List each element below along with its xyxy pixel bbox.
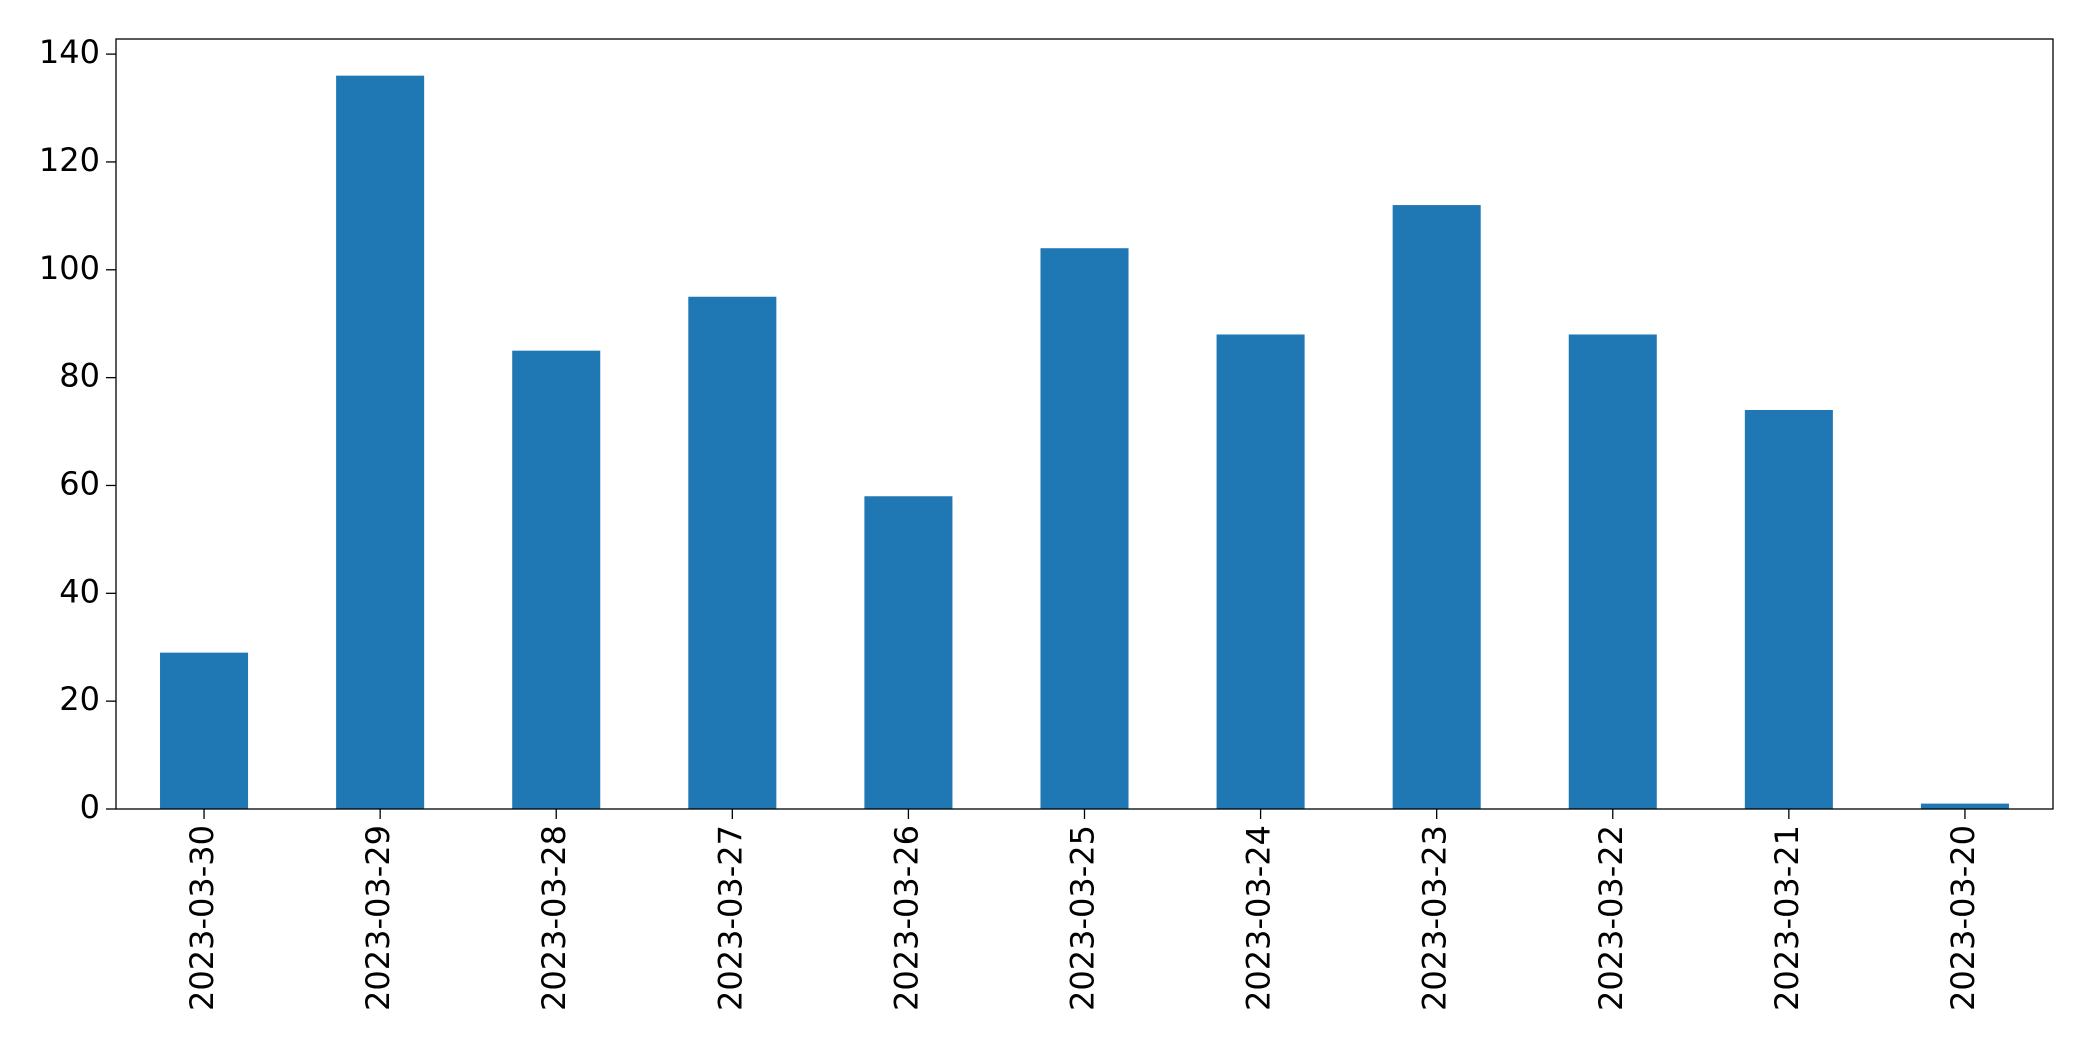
x-tick-label: 2023-03-24	[1240, 825, 1278, 1011]
x-tick-label: 2023-03-25	[1064, 825, 1102, 1011]
x-tick-label: 2023-03-30	[183, 825, 221, 1011]
x-tick-label: 2023-03-22	[1592, 825, 1630, 1011]
bar	[1920, 803, 2009, 809]
y-tick-label: 80	[59, 357, 100, 395]
plot-frame	[115, 38, 2054, 810]
bar	[1040, 248, 1129, 809]
x-tick-label: 2023-03-28	[535, 825, 573, 1011]
bar	[1568, 334, 1657, 809]
bar	[1392, 205, 1481, 809]
bar	[864, 496, 953, 809]
x-tick-label: 2023-03-23	[1416, 825, 1454, 1011]
bar	[1744, 409, 1833, 809]
y-tick-label: 120	[39, 141, 100, 179]
y-tick-label: 20	[59, 680, 100, 718]
bar	[1216, 334, 1305, 809]
bar	[336, 75, 425, 809]
y-tick-label: 0	[80, 788, 100, 826]
x-tick-label: 2023-03-29	[359, 825, 397, 1011]
x-tick-label: 2023-03-26	[887, 825, 925, 1011]
y-tick-label: 60	[59, 464, 100, 502]
x-tick-label: 2023-03-20	[1944, 825, 1982, 1011]
y-tick-label: 140	[39, 33, 100, 71]
bar	[512, 350, 601, 809]
bar	[688, 296, 777, 809]
x-tick-label: 2023-03-21	[1768, 825, 1806, 1011]
x-tick-label: 2023-03-27	[711, 825, 749, 1011]
y-tick-label: 100	[39, 249, 100, 287]
bar	[160, 652, 249, 809]
y-tick-label: 40	[59, 572, 100, 610]
